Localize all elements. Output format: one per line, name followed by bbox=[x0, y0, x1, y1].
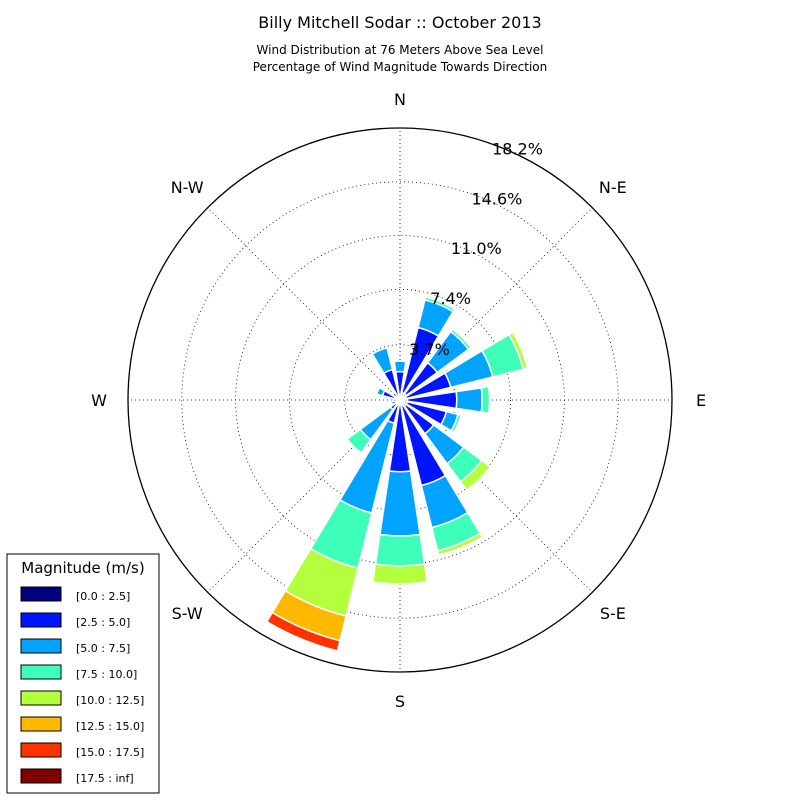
legend-swatch bbox=[20, 716, 62, 732]
grid-circle bbox=[181, 181, 619, 619]
legend-swatch bbox=[20, 768, 62, 784]
legend-label: [10.0 : 12.5] bbox=[76, 694, 144, 707]
legend-title: Magnitude (m/s) bbox=[21, 559, 144, 577]
wind-bar-segment bbox=[265, 611, 341, 652]
wind-bar-segment bbox=[391, 391, 400, 400]
legend-label: [17.5 : inf] bbox=[76, 772, 134, 785]
wind-bar-segment bbox=[436, 532, 484, 557]
direction-label: N-W bbox=[171, 178, 204, 197]
grid-circle bbox=[289, 289, 511, 511]
legend-label: [2.5 : 5.0] bbox=[76, 616, 130, 629]
legend-swatch bbox=[20, 664, 62, 680]
outer-frame bbox=[127, 127, 673, 673]
chart-title: Billy Mitchell Sodar :: October 2013 bbox=[258, 13, 541, 32]
wind-bar-segment bbox=[424, 296, 456, 313]
legend: Magnitude (m/s) [0.0 : 2.5] [2.5 : 5.0] [5… bbox=[6, 553, 160, 794]
wind-bar-segment bbox=[393, 360, 407, 373]
wind-bar-segment bbox=[390, 400, 398, 406]
grid-spoke bbox=[207, 207, 401, 401]
radial-tick-label: 3.7% bbox=[409, 340, 450, 359]
wind-bar-segment bbox=[346, 428, 372, 454]
legend-label: [12.5 : 15.0] bbox=[76, 720, 144, 733]
radial-tick-label: 7.4% bbox=[430, 289, 471, 308]
wind-bar-segment bbox=[459, 459, 492, 492]
wind-bar-segment bbox=[450, 413, 462, 434]
legend-swatch bbox=[20, 612, 62, 628]
direction-label: N bbox=[394, 90, 406, 109]
grid-spoke bbox=[399, 207, 593, 401]
legend-label: [15.0 : 17.5] bbox=[76, 746, 144, 759]
wind-bar-segment bbox=[379, 470, 421, 537]
legend-swatch bbox=[20, 638, 62, 654]
direction-label: W bbox=[91, 391, 107, 410]
legend-label: [7.5 : 10.0] bbox=[76, 668, 137, 681]
legend-label: [0.0 : 2.5] bbox=[76, 590, 130, 603]
outer-circle bbox=[127, 127, 673, 673]
wind-bar-segment bbox=[374, 533, 426, 567]
chart-subtitle-line-2: Percentage of Wind Magnitude Towards Dir… bbox=[253, 60, 547, 74]
legend-swatch bbox=[20, 742, 62, 758]
radial-tick-label: 11.0% bbox=[451, 239, 502, 258]
legend-swatch bbox=[20, 690, 62, 706]
grid-spoke bbox=[207, 399, 401, 593]
wind-bar-segment bbox=[371, 563, 429, 585]
direction-label: S-W bbox=[172, 604, 203, 623]
legend-label: [5.0 : 7.5] bbox=[76, 642, 130, 655]
legend-entries: [0.0 : 2.5] [2.5 : 5.0] [5.0 : 7.5] [7.5 : … bbox=[20, 586, 144, 785]
wind-bar-segment bbox=[375, 386, 386, 397]
legend-swatch bbox=[20, 586, 62, 602]
radial-tick-labels: 3.7% 7.4% 11.0% 14.6% 18.2% bbox=[409, 140, 543, 359]
wind-bar-segment bbox=[487, 385, 492, 415]
radial-tick-label: 14.6% bbox=[472, 189, 523, 208]
wind-bar-segment bbox=[449, 328, 472, 351]
wind-bar-segment bbox=[371, 346, 394, 375]
wind-bars bbox=[265, 296, 529, 652]
wind-bar-segment bbox=[507, 331, 529, 371]
radial-tick-label: 18.2% bbox=[492, 140, 543, 159]
direction-label: E bbox=[696, 391, 706, 410]
direction-labels: N N-E E S-E S S-W W N-W bbox=[91, 90, 706, 711]
grid-spoke bbox=[399, 399, 593, 593]
wind-bar-segment bbox=[480, 385, 491, 415]
direction-label: N-E bbox=[599, 178, 627, 197]
wind-bar-segment bbox=[455, 386, 483, 414]
direction-label: S-E bbox=[600, 604, 626, 623]
direction-label: S bbox=[395, 692, 405, 711]
chart-subtitle-line-1: Wind Distribution at 76 Meters Above Sea… bbox=[257, 43, 544, 57]
